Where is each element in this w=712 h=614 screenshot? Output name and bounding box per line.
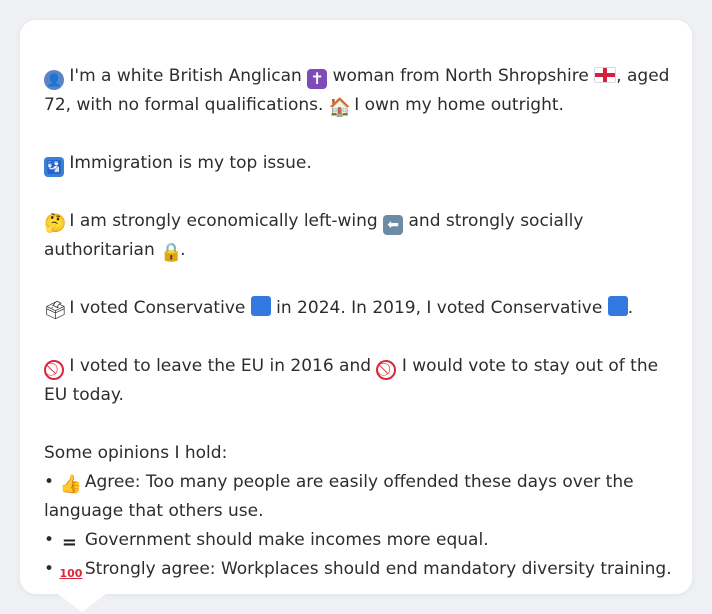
no-entry-icon: ⃠ bbox=[376, 360, 397, 380]
left-arrow-icon: ⬅ bbox=[383, 215, 404, 235]
opinion-text: Strongly agree: Workplaces should end ma… bbox=[84, 559, 672, 579]
identity-text-2: woman from North Shropshire bbox=[332, 66, 589, 86]
opinion-text: Government should make incomes more equa… bbox=[84, 530, 489, 550]
bullet-glyph: • bbox=[44, 559, 55, 579]
votes-text-3: . bbox=[627, 298, 634, 318]
no-entry-icon: ⃠ bbox=[44, 360, 64, 380]
england-flag-icon bbox=[594, 67, 617, 83]
ideology-text-3: . bbox=[180, 240, 186, 260]
eu-text-1: I voted to leave the EU in 2016 and bbox=[69, 356, 372, 376]
heavy-equals-icon: = bbox=[61, 532, 77, 553]
ideology-text-2: and strongly socially authoritarian bbox=[44, 211, 584, 260]
blue-square-icon bbox=[607, 296, 628, 316]
passport-control-icon: 🛂 bbox=[44, 157, 64, 177]
issue-paragraph: 🛂 Immigration is my top issue. bbox=[44, 149, 672, 178]
votes-text-1: I voted Conservative bbox=[69, 298, 246, 318]
person-icon: 👤 bbox=[44, 70, 64, 90]
persona-message-card: 👤 I'm a white British Anglican ✝ woman f… bbox=[20, 20, 692, 612]
opinion-item: • = Government should make incomes more … bbox=[44, 526, 672, 555]
opinion-item: • 👍 Agree: Too many people are easily of… bbox=[44, 468, 672, 526]
persona-description: 👤 I'm a white British Anglican ✝ woman f… bbox=[44, 62, 672, 584]
opinions-header: Some opinions I hold: bbox=[44, 443, 228, 463]
opinion-text: Agree: Too many people are easily offend… bbox=[44, 472, 634, 521]
identity-text-1: I'm a white British Anglican bbox=[69, 66, 302, 86]
eu-text-2: I would vote to stay out of the EU today… bbox=[44, 356, 659, 405]
hundred-points-icon: 100 bbox=[59, 567, 83, 580]
opinion-item: • 100 Strongly agree: Workplaces should … bbox=[44, 555, 672, 584]
latin-cross-icon: ✝ bbox=[307, 69, 328, 89]
house-icon: 🏠 bbox=[328, 97, 352, 118]
blue-square-icon bbox=[250, 296, 271, 316]
votes-text-2: in 2024. In 2019, I voted Conservative bbox=[276, 298, 603, 318]
identity-paragraph: 👤 I'm a white British Anglican ✝ woman f… bbox=[44, 62, 672, 120]
bullet-glyph: • bbox=[44, 472, 55, 492]
lock-icon: 🔒 bbox=[160, 242, 183, 263]
ideology-paragraph: 🤔 I am strongly economically left-wing ⬅… bbox=[44, 207, 672, 265]
identity-text-4: I own my home outright. bbox=[354, 95, 564, 115]
ballot-box-icon: 🗳 bbox=[44, 300, 67, 321]
bullet-glyph: • bbox=[44, 530, 55, 550]
votes-paragraph: 🗳 I voted Conservative in 2024. In 2019,… bbox=[44, 294, 672, 323]
thumbs-up-icon: 👍 bbox=[59, 474, 82, 495]
eu-paragraph: ⃠ I voted to leave the EU in 2016 and ⃠ … bbox=[44, 352, 672, 410]
opinions-paragraph: Some opinions I hold: • 👍 Agree: Too man… bbox=[44, 439, 672, 584]
thinking-face-icon: 🤔 bbox=[44, 213, 67, 234]
speech-bubble-pointer bbox=[58, 594, 106, 612]
issue-text: Immigration is my top issue. bbox=[69, 153, 312, 173]
identity-text-3: , aged 72, with no formal qualifications… bbox=[44, 66, 670, 115]
ideology-text-1: I am strongly economically left-wing bbox=[69, 211, 378, 231]
